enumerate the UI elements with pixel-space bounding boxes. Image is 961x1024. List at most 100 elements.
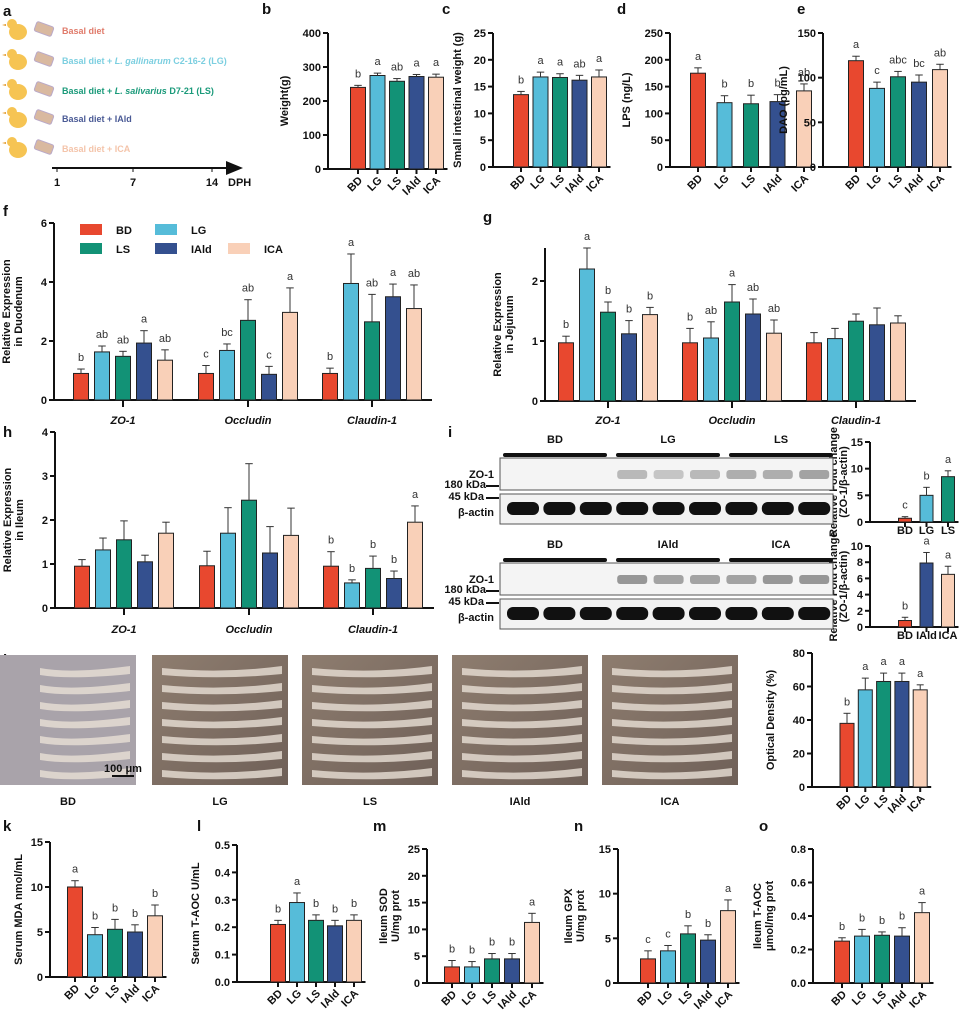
- x-tick-label: IAld: [761, 173, 784, 196]
- villus-shape: [612, 734, 732, 746]
- significance-letter: bc: [221, 327, 233, 339]
- bar-IAld: [408, 76, 425, 170]
- villus-shape: [162, 734, 282, 746]
- villus-shape: [462, 666, 582, 678]
- histology-label: LG: [212, 796, 227, 808]
- bar-LS: [890, 76, 906, 168]
- scale-bar-label: 100 μm: [104, 763, 142, 775]
- bar-LS: [484, 958, 500, 984]
- y-tick-label: 2: [42, 515, 48, 527]
- significance-letter: c: [665, 928, 671, 940]
- y-axis-label: (ZO-1/β-actin): [838, 446, 850, 518]
- x-tick-label: ICA: [907, 989, 929, 1011]
- y-tick-label: 0.0: [791, 978, 806, 990]
- x-tick-label: LG: [528, 173, 547, 192]
- panel-label-i: i: [448, 424, 452, 441]
- villus-shape: [312, 700, 432, 712]
- villus-shape: [312, 666, 432, 678]
- x-tick-label: IAld: [886, 793, 909, 816]
- chick-icon: [2, 137, 27, 158]
- bar-BD: [834, 940, 850, 984]
- bar-LG: [369, 75, 386, 170]
- panel-label-k: k: [3, 818, 12, 835]
- significance-letter: b: [78, 352, 84, 364]
- y-tick-label: 0.5: [215, 840, 230, 852]
- bar-LG: [827, 338, 843, 402]
- significance-letter: b: [275, 903, 281, 915]
- y-tick-label: 10: [599, 889, 611, 901]
- y-tick-label: 1: [532, 336, 538, 348]
- x-tick-label: LG: [365, 175, 384, 194]
- significance-letter: b: [774, 78, 780, 90]
- feed-icon: [33, 21, 55, 37]
- bar-ICA: [407, 521, 423, 609]
- legend-item-ICA: ICA: [228, 243, 283, 256]
- x-tick-label: IAld: [692, 989, 715, 1012]
- zo1-band: [726, 575, 757, 584]
- timeline-tick-label: 1: [54, 177, 60, 189]
- zo1-band: [617, 575, 648, 584]
- significance-letter: b: [332, 903, 338, 915]
- legend-item-IAld: IAld: [155, 243, 212, 256]
- bar-LG: [220, 532, 236, 609]
- y-tick-label: 0: [532, 396, 538, 408]
- legend-item-LG: LG: [155, 224, 206, 237]
- bar-BD: [898, 620, 912, 628]
- y-tick-label: 5: [857, 490, 863, 502]
- y-tick-label: 20: [474, 55, 486, 67]
- y-axis-label: Small intestinal weight (g): [452, 32, 464, 168]
- x-tick-label: BD: [843, 173, 863, 193]
- actin-band: [652, 607, 685, 620]
- actin-band: [579, 502, 612, 515]
- y-axis-label: in Ileum: [14, 499, 26, 541]
- panel-label-g: g: [483, 209, 492, 226]
- y-tick-label: 250: [645, 28, 663, 40]
- timeline-unit: DPH: [228, 177, 251, 189]
- x-tick-label: LS: [740, 173, 758, 191]
- y-tick-label: 5: [414, 951, 420, 963]
- diet-label-part: Basal diet +: [62, 56, 115, 66]
- zo1-band: [762, 575, 793, 584]
- legend-swatch: [155, 243, 177, 254]
- actin-band: [689, 607, 721, 620]
- significance-letter: b: [721, 79, 727, 91]
- gene-label: ZO-1: [109, 415, 135, 427]
- zo1-band: [762, 470, 793, 479]
- histology-image: [302, 655, 438, 785]
- y-tick-label: 100: [798, 73, 816, 85]
- bar-BD: [558, 342, 574, 402]
- significance-letter: a: [390, 267, 397, 279]
- diet-label-part: Basal diet + IAld: [62, 114, 132, 124]
- chick-icon: [2, 79, 27, 100]
- bar-BD: [270, 923, 286, 983]
- significance-letter: b: [685, 909, 691, 921]
- significance-letter: ab: [747, 282, 759, 294]
- bar-BD: [898, 517, 912, 523]
- y-tick-label: 2: [41, 336, 47, 348]
- y-tick-label: 15: [599, 844, 611, 856]
- y-tick-label: 0: [657, 162, 663, 174]
- bar-LG: [464, 966, 480, 984]
- actin-band: [616, 607, 649, 620]
- y-tick-label: 0.8: [791, 844, 806, 856]
- significance-letter: ab: [242, 283, 254, 295]
- significance-letter: a: [584, 231, 591, 243]
- target-label: ZO-1: [469, 574, 494, 586]
- y-axis-label: DAO (pg/mL): [778, 66, 790, 134]
- bar-LG: [857, 689, 873, 788]
- blot-group-label: IAld: [658, 539, 679, 551]
- y-tick-label: 10: [474, 108, 486, 120]
- significance-letter: b: [899, 911, 905, 923]
- x-tick-label: ICA: [584, 173, 606, 195]
- y-axis-label: U/mg prot: [390, 890, 402, 942]
- legend-swatch: [80, 224, 102, 235]
- actin-band: [507, 502, 539, 515]
- y-axis-label: Serum MDA nmol/mL: [13, 854, 25, 965]
- significance-letter: a: [72, 864, 79, 876]
- bar-ICA: [282, 311, 298, 401]
- bar-IAld: [869, 324, 885, 402]
- x-tick-label: BD: [508, 173, 528, 193]
- y-tick-label: 0.4: [791, 911, 807, 923]
- x-tick-label: LG: [919, 525, 934, 537]
- bar-LG: [869, 87, 885, 168]
